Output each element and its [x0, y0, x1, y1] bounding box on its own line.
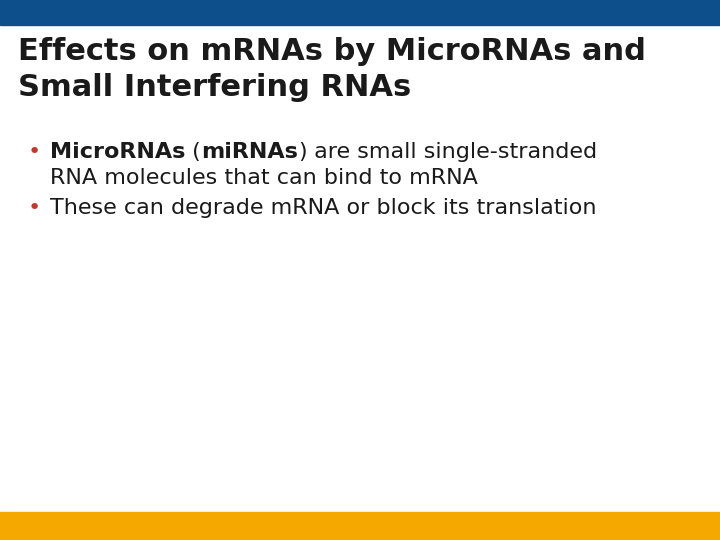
- Text: miRNAs: miRNAs: [201, 142, 298, 162]
- Text: are small single-stranded: are small single-stranded: [307, 142, 597, 162]
- Bar: [0, 512, 720, 540]
- Text: © 2011 Pearson Education, Inc.: © 2011 Pearson Education, Inc.: [18, 519, 217, 532]
- Text: •: •: [28, 198, 41, 218]
- Text: These can degrade mRNA or block its translation: These can degrade mRNA or block its tran…: [50, 198, 596, 218]
- Text: ): ): [298, 142, 307, 162]
- Text: (: (: [185, 142, 201, 162]
- Text: Effects on mRNAs by MicroRNAs and
Small Interfering RNAs: Effects on mRNAs by MicroRNAs and Small …: [18, 37, 646, 102]
- Text: •: •: [28, 142, 41, 162]
- Bar: [0, 0, 720, 25]
- Text: MicroRNAs: MicroRNAs: [50, 142, 185, 162]
- Text: RNA molecules that can bind to mRNA: RNA molecules that can bind to mRNA: [50, 168, 478, 188]
